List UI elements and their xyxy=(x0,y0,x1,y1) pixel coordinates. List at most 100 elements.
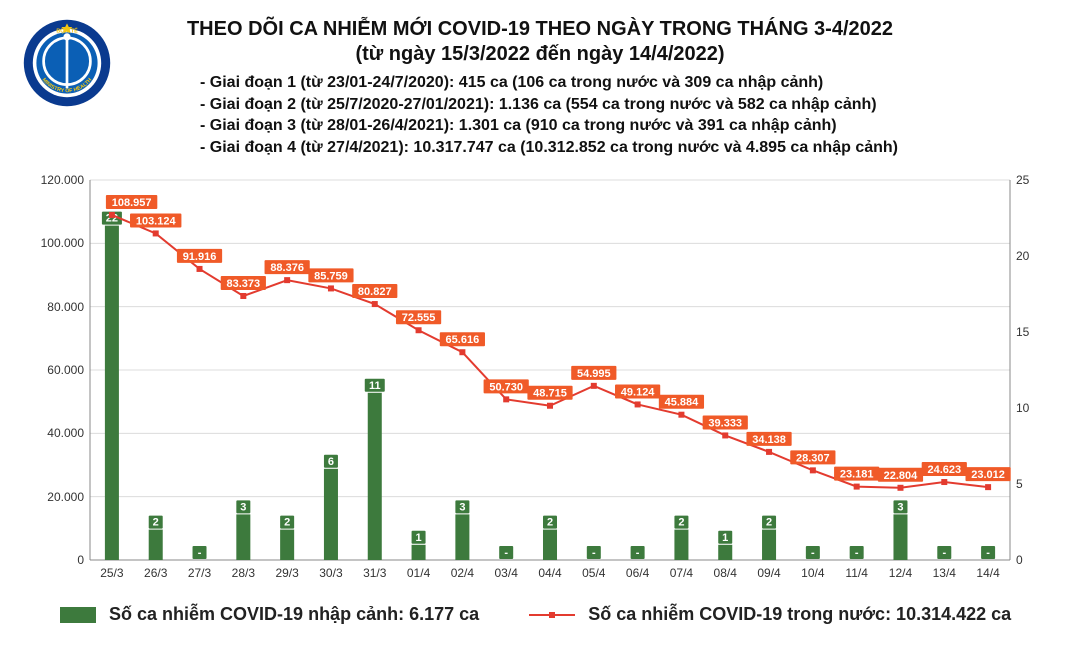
line-label: 39.333 xyxy=(708,417,742,429)
line-label: 50.730 xyxy=(489,381,523,393)
y-right-tick: 5 xyxy=(1016,477,1023,491)
bar-label: 2 xyxy=(153,517,159,529)
bar-label: 2 xyxy=(766,517,772,529)
legend-bar-text: Số ca nhiễm COVID-19 nhập cảnh: 6.177 ca xyxy=(109,604,479,624)
phase-line: - Giai đoạn 1 (từ 23/01-24/7/2020): 415 … xyxy=(200,72,898,94)
x-tick: 07/4 xyxy=(670,566,693,580)
title-line-1: THEO DÕI CA NHIỄM MỚI COVID-19 THEO NGÀY… xyxy=(0,18,1080,41)
bar-label: 1 xyxy=(416,532,422,544)
legend: Số ca nhiễm COVID-19 nhập cảnh: 6.177 ca… xyxy=(60,604,1020,625)
bar xyxy=(236,514,250,560)
bar-label: 2 xyxy=(678,517,684,529)
bar xyxy=(455,514,469,560)
y-axis-left: 020.00040.00060.00080.000100.000120.000 xyxy=(30,180,88,560)
x-tick: 12/4 xyxy=(889,566,912,580)
x-tick: 10/4 xyxy=(801,566,824,580)
line-label: 34.138 xyxy=(752,434,786,446)
legend-line-swatch xyxy=(529,607,575,623)
line-label: 49.124 xyxy=(621,386,656,398)
phase-line: - Giai đoạn 3 (từ 28/01-26/4/2021): 1.30… xyxy=(200,115,898,137)
x-tick: 04/4 xyxy=(538,566,561,580)
line-label: 54.995 xyxy=(577,368,611,380)
page: BỘ Y TẾ MINISTRY OF HEALTH THEO DÕI CA N… xyxy=(0,0,1080,652)
y-left-tick: 100.000 xyxy=(41,236,84,250)
x-tick: 30/3 xyxy=(319,566,342,580)
line-series xyxy=(112,215,988,488)
line-label: 88.376 xyxy=(270,262,304,274)
bar-label: 3 xyxy=(240,501,246,513)
line-label: 108.957 xyxy=(112,197,152,209)
line-label: 91.916 xyxy=(183,251,217,263)
y-right-tick: 15 xyxy=(1016,325,1029,339)
bar-label: - xyxy=(198,547,202,559)
bar-label: 1 xyxy=(722,532,728,544)
bar-label: 2 xyxy=(284,517,290,529)
x-tick: 06/4 xyxy=(626,566,649,580)
y-left-tick: 120.000 xyxy=(41,173,84,187)
bar-label: - xyxy=(986,547,990,559)
bar-label: 3 xyxy=(459,501,465,513)
x-tick: 05/4 xyxy=(582,566,605,580)
title-line-2: (từ ngày 15/3/2022 đến ngày 14/4/2022) xyxy=(0,43,1080,66)
y-right-tick: 25 xyxy=(1016,173,1029,187)
bar-label: - xyxy=(811,547,815,559)
x-tick: 14/4 xyxy=(976,566,999,580)
line-label: 24.623 xyxy=(927,464,961,476)
bar xyxy=(280,530,294,560)
y-right-tick: 0 xyxy=(1016,553,1023,567)
phase-line: - Giai đoạn 4 (từ 27/4/2021): 10.317.747… xyxy=(200,137,898,159)
bar xyxy=(105,226,119,560)
bar-label: - xyxy=(504,547,508,559)
x-tick: 31/3 xyxy=(363,566,386,580)
line-label: 85.759 xyxy=(314,270,348,282)
x-tick: 01/4 xyxy=(407,566,430,580)
bar-label: 3 xyxy=(897,501,903,513)
covid-chart: 020.00040.00060.00080.000100.000120.000 … xyxy=(30,170,1050,590)
y-right-tick: 20 xyxy=(1016,249,1029,263)
y-left-tick: 80.000 xyxy=(47,300,84,314)
x-tick: 02/4 xyxy=(451,566,474,580)
bar xyxy=(149,530,163,560)
y-axis-right: 0510152025 xyxy=(1012,180,1048,560)
bar xyxy=(543,530,557,560)
x-tick: 28/3 xyxy=(232,566,255,580)
x-tick: 27/3 xyxy=(188,566,211,580)
bar-label: 6 xyxy=(328,456,334,468)
x-tick: 08/4 xyxy=(714,566,737,580)
bar xyxy=(674,530,688,560)
x-tick: 03/4 xyxy=(495,566,518,580)
line-label: 72.555 xyxy=(402,312,436,324)
y-left-tick: 60.000 xyxy=(47,363,84,377)
x-tick: 26/3 xyxy=(144,566,167,580)
x-tick: 25/3 xyxy=(100,566,123,580)
line-label: 83.373 xyxy=(227,278,261,290)
line-label: 103.124 xyxy=(136,215,177,227)
phase-line: - Giai đoạn 2 (từ 25/7/2020-27/01/2021):… xyxy=(200,94,898,116)
y-left-tick: 20.000 xyxy=(47,490,84,504)
bar xyxy=(368,393,382,560)
line-label: 80.827 xyxy=(358,286,392,298)
x-tick: 11/4 xyxy=(845,566,867,580)
line-label: 23.181 xyxy=(840,469,874,481)
phase-notes: - Giai đoạn 1 (từ 23/01-24/7/2020): 415 … xyxy=(200,72,898,158)
line-label: 65.616 xyxy=(446,334,480,346)
x-tick: 13/4 xyxy=(933,566,956,580)
bar-label: 11 xyxy=(369,380,381,392)
bar xyxy=(718,545,732,560)
x-tick: 09/4 xyxy=(757,566,780,580)
bar xyxy=(762,530,776,560)
x-axis-labels: 25/326/327/328/329/330/331/301/402/403/4… xyxy=(90,566,1010,582)
plot-area: 222-3261113-2--212--3--108.957103.12491.… xyxy=(90,180,1010,560)
bar-label: - xyxy=(855,547,859,559)
line-label: 45.884 xyxy=(665,397,700,409)
line-label: 48.715 xyxy=(533,388,567,400)
legend-line-text: Số ca nhiễm COVID-19 trong nước: 10.314.… xyxy=(588,604,1011,624)
bar-label: - xyxy=(942,547,946,559)
line-label: 28.307 xyxy=(796,452,830,464)
chart-title: THEO DÕI CA NHIỄM MỚI COVID-19 THEO NGÀY… xyxy=(0,18,1080,66)
bar xyxy=(324,469,338,560)
legend-bar-swatch xyxy=(60,607,96,623)
y-left-tick: 0 xyxy=(77,553,84,567)
line-label: 23.012 xyxy=(971,469,1005,481)
y-left-tick: 40.000 xyxy=(47,426,84,440)
